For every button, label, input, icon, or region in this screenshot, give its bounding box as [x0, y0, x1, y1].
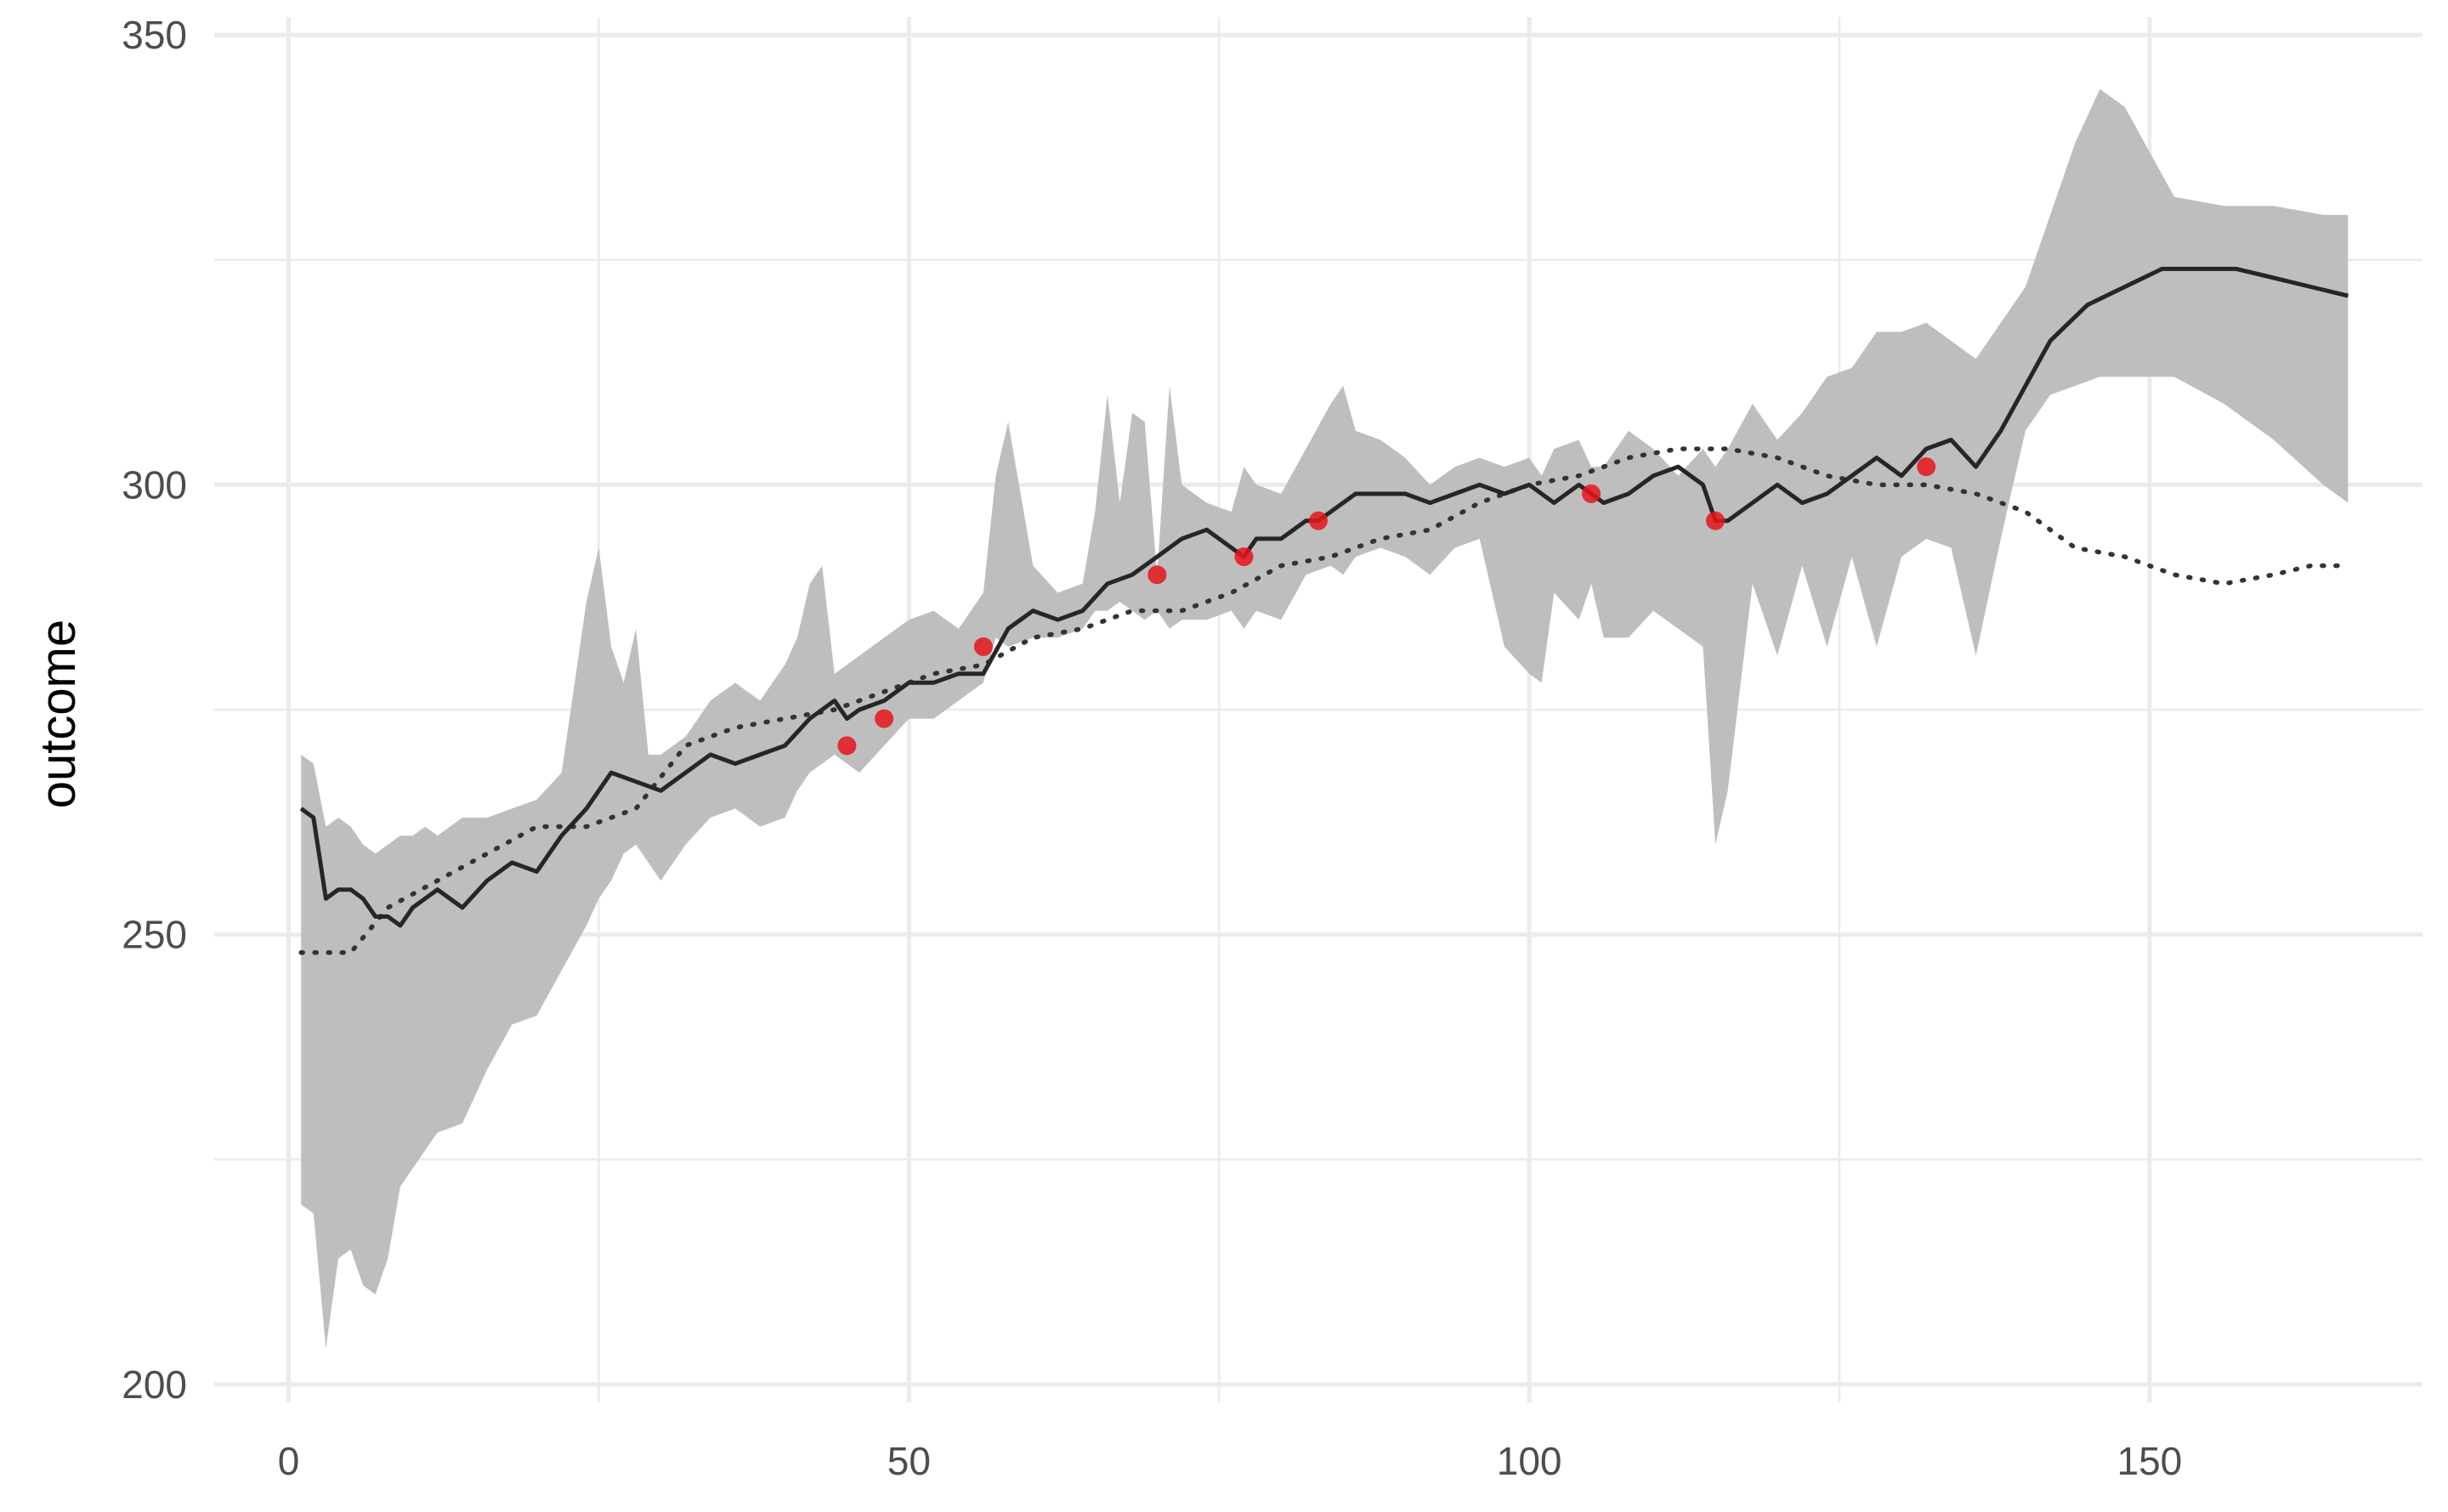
y-tick-label: 250 — [122, 913, 187, 957]
y-axis-tick-labels: 200 250 300 350 — [122, 13, 187, 1407]
x-axis-tick-labels: 0 50 100 150 — [278, 1439, 2182, 1483]
data-point — [1917, 457, 1936, 477]
y-tick-label: 350 — [122, 13, 187, 57]
dotted-series — [298, 446, 2351, 955]
x-tick-label: 0 — [278, 1439, 300, 1483]
red-points — [837, 457, 1936, 756]
data-point — [1234, 547, 1254, 567]
y-tick-label: 300 — [122, 462, 187, 507]
x-tick-label: 150 — [2117, 1439, 2183, 1483]
data-point — [973, 637, 993, 656]
x-tick-label: 100 — [1497, 1439, 1562, 1483]
y-axis-title: outcome — [31, 620, 86, 808]
data-point — [1309, 511, 1328, 530]
dotted-line — [298, 446, 2351, 955]
data-point — [875, 709, 894, 728]
x-tick-label: 50 — [887, 1439, 931, 1483]
confidence-band-area — [301, 88, 2349, 1349]
data-point — [837, 736, 857, 756]
data-point — [1582, 484, 1601, 503]
data-point — [1148, 565, 1167, 585]
confidence-band — [301, 88, 2349, 1349]
data-point — [1706, 511, 1726, 530]
y-tick-label: 200 — [122, 1362, 187, 1407]
